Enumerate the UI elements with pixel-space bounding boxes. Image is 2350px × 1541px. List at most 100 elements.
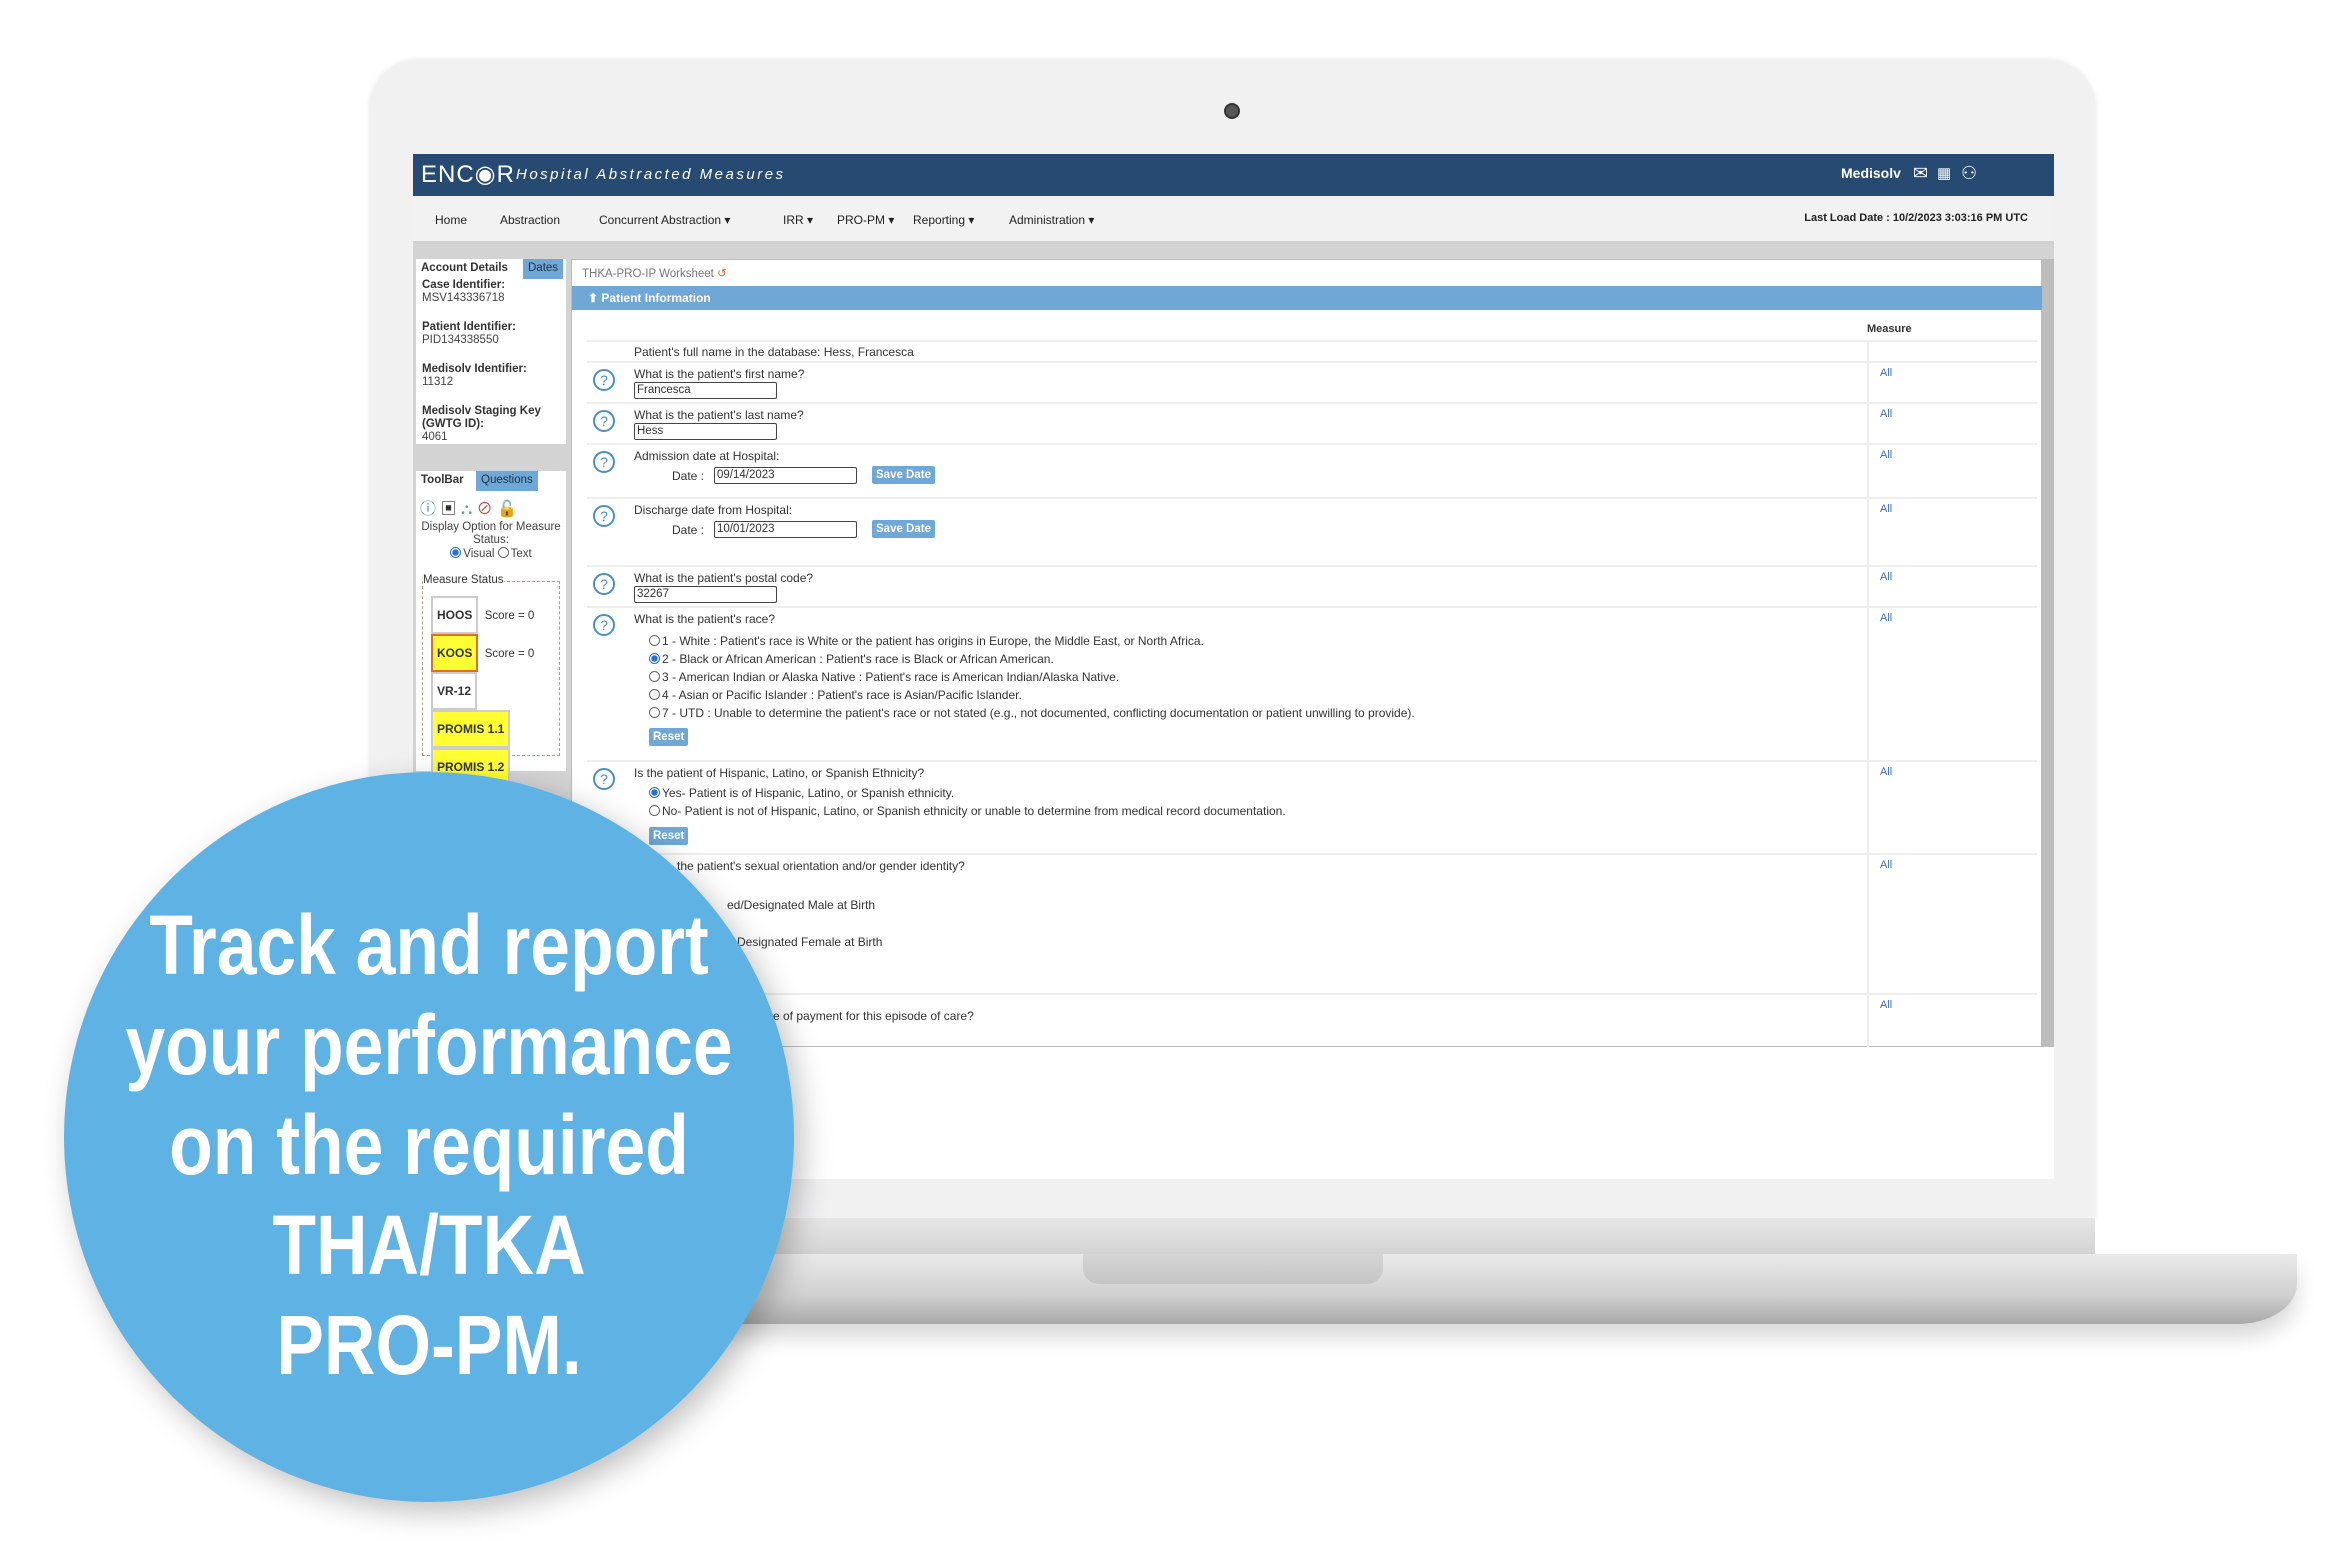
- help-icon[interactable]: ?: [593, 614, 615, 636]
- text-label: Text: [510, 548, 532, 560]
- nav-irr[interactable]: IRR ▾: [783, 213, 814, 227]
- display-option-label: Display Option for Measure Status:: [421, 521, 561, 546]
- no-entry-icon[interactable]: ⊘: [476, 501, 493, 518]
- camera-icon: [1224, 103, 1240, 119]
- worksheet-title: THKA-PRO-IP Worksheet ↺: [582, 268, 727, 280]
- koos-badge[interactable]: KOOS: [431, 634, 479, 672]
- brand-name: Medisolv: [1841, 165, 1901, 181]
- tab-toolbar[interactable]: ToolBar: [416, 471, 469, 491]
- hoos-score: Score = 0: [484, 610, 535, 622]
- lock-icon[interactable]: 🔓: [497, 501, 517, 518]
- race-radio[interactable]: [649, 635, 660, 646]
- save-icon[interactable]: ▣: [440, 501, 457, 518]
- sex-option-male[interactable]: ed/Designated Male at Birth: [727, 898, 876, 912]
- promis-11-badge[interactable]: PROMIS 1.1: [431, 710, 511, 748]
- discharge-date-input[interactable]: 10/01/2023: [714, 521, 857, 538]
- visual-radio[interactable]: [450, 547, 462, 558]
- hoos-badge[interactable]: HOOS: [431, 596, 479, 634]
- promo-circle: [64, 772, 794, 1502]
- last-load-date: Last Load Date : 10/2/2023 3:03:16 PM UT…: [1804, 212, 2028, 224]
- race-option: 2 - Black or African American : Patient'…: [649, 652, 1054, 666]
- nav-abstraction[interactable]: Abstraction: [500, 213, 561, 227]
- admission-date-input[interactable]: 09/14/2023: [714, 467, 857, 484]
- measure-all-link[interactable]: All: [1880, 612, 1893, 624]
- measure-all-link[interactable]: All: [1880, 503, 1893, 515]
- user-icon[interactable]: ⚇: [1961, 163, 1978, 183]
- patient-id-value: PID134338550: [422, 334, 499, 346]
- laptop-base: [560, 1254, 2297, 1324]
- text-radio[interactable]: [497, 547, 509, 558]
- staging-key-label: Medisolv Staging Key (GWTG ID):: [422, 405, 541, 430]
- measure-all-link[interactable]: All: [1880, 999, 1893, 1011]
- postal-question: What is the patient's postal code?: [634, 571, 814, 585]
- worksheet-panel: THKA-PRO-IP Worksheet ↺ ⬆ Patient Inform…: [571, 259, 2043, 1053]
- nav-reporting[interactable]: Reporting ▾: [913, 213, 975, 227]
- section-title: Patient Information: [601, 291, 711, 305]
- app-subtitle: Hospital Abstracted Measures: [516, 166, 786, 183]
- tab-account-details[interactable]: Account Details: [416, 259, 513, 279]
- ethnicity-radio[interactable]: [649, 805, 660, 816]
- nav-bar: Home Abstraction Concurrent Abstraction …: [413, 196, 2054, 244]
- race-radio[interactable]: [649, 707, 660, 718]
- nav-home[interactable]: Home: [435, 213, 468, 227]
- ethnicity-radio[interactable]: [649, 787, 660, 798]
- apps-grid-icon[interactable]: ▦: [1937, 165, 1952, 182]
- measure-all-link[interactable]: All: [1880, 408, 1893, 420]
- last-name-question: What is the patient's last name?: [634, 408, 804, 422]
- date-label: Date :: [672, 469, 705, 483]
- measure-all-link[interactable]: All: [1880, 859, 1893, 871]
- section-header[interactable]: ⬆ Patient Information: [572, 286, 2043, 310]
- ethnicity-reset-button[interactable]: Reset: [649, 827, 689, 845]
- help-icon[interactable]: ?: [593, 505, 615, 527]
- measure-all-link[interactable]: All: [1880, 571, 1893, 583]
- date-label: Date :: [672, 523, 705, 537]
- race-reset-button[interactable]: Reset: [649, 728, 689, 746]
- ethnicity-option: No- Patient is not of Hispanic, Latino, …: [649, 804, 1286, 818]
- first-name-question: What is the patient's first name?: [634, 367, 805, 381]
- nav-concurrent-abstraction[interactable]: Concurrent Abstraction ▾: [599, 213, 731, 227]
- app-header: ENC◉R Hospital Abstracted Measures Medis…: [413, 154, 2054, 196]
- race-radio[interactable]: [649, 671, 660, 682]
- race-option: 1 - White : Patient's race is White or t…: [649, 634, 1204, 648]
- hierarchy-icon[interactable]: ⛬: [460, 501, 473, 518]
- tab-dates[interactable]: Dates: [523, 259, 564, 279]
- refresh-icon[interactable]: ↺: [717, 268, 727, 280]
- staging-key-value: 4061: [422, 431, 448, 443]
- promo-text: Track and report your performance on the…: [125, 898, 733, 1392]
- race-option: 4 - Asian or Pacific Islander : Patient'…: [649, 688, 1022, 702]
- vr12-badge[interactable]: VR-12: [431, 672, 478, 710]
- first-name-input[interactable]: Francesca: [634, 382, 777, 399]
- save-discharge-date-button[interactable]: Save Date: [872, 520, 935, 538]
- measure-all-link[interactable]: All: [1880, 449, 1893, 461]
- nav-pro-pm[interactable]: PRO-PM ▾: [837, 213, 895, 227]
- save-admission-date-button[interactable]: Save Date: [872, 466, 935, 484]
- race-radio[interactable]: [649, 689, 660, 700]
- scrollbar[interactable]: [2042, 259, 2054, 1047]
- race-question: What is the patient's race?: [634, 612, 776, 626]
- admission-question: Admission date at Hospital:: [634, 449, 780, 463]
- discharge-question: Discharge date from Hospital:: [634, 503, 793, 517]
- sexual-orientation-question: the patient's sexual orientation and/or …: [677, 859, 965, 873]
- help-icon[interactable]: ⓘ: [420, 501, 437, 518]
- help-icon[interactable]: ?: [593, 573, 615, 595]
- tab-questions[interactable]: Questions: [476, 471, 538, 491]
- help-icon[interactable]: ?: [593, 768, 615, 790]
- measure-header: Measure: [1867, 323, 1912, 335]
- race-radio[interactable]: [649, 653, 660, 664]
- help-icon[interactable]: ?: [593, 410, 615, 432]
- help-icon[interactable]: ?: [593, 369, 615, 391]
- ethnicity-option: Yes- Patient is of Hispanic, Latino, or …: [649, 786, 954, 800]
- last-name-input[interactable]: Hess: [634, 423, 777, 440]
- mail-icon[interactable]: ✉: [1913, 163, 1929, 183]
- measure-status-label: Measure Status: [423, 574, 504, 586]
- measure-all-link[interactable]: All: [1880, 766, 1893, 778]
- race-option: 3 - American Indian or Alaska Native : P…: [649, 670, 1119, 684]
- nav-administration[interactable]: Administration ▾: [1009, 213, 1095, 227]
- postal-code-input[interactable]: 32267: [634, 586, 777, 603]
- logo: ENC◉R: [421, 161, 515, 188]
- measure-all-link[interactable]: All: [1880, 367, 1893, 379]
- medisolv-id-value: 11312: [422, 376, 454, 388]
- help-icon[interactable]: ?: [593, 451, 615, 473]
- race-option: 7 - UTD : Unable to determine the patien…: [649, 706, 1415, 720]
- sex-option-female[interactable]: Designated Female at Birth: [737, 935, 883, 949]
